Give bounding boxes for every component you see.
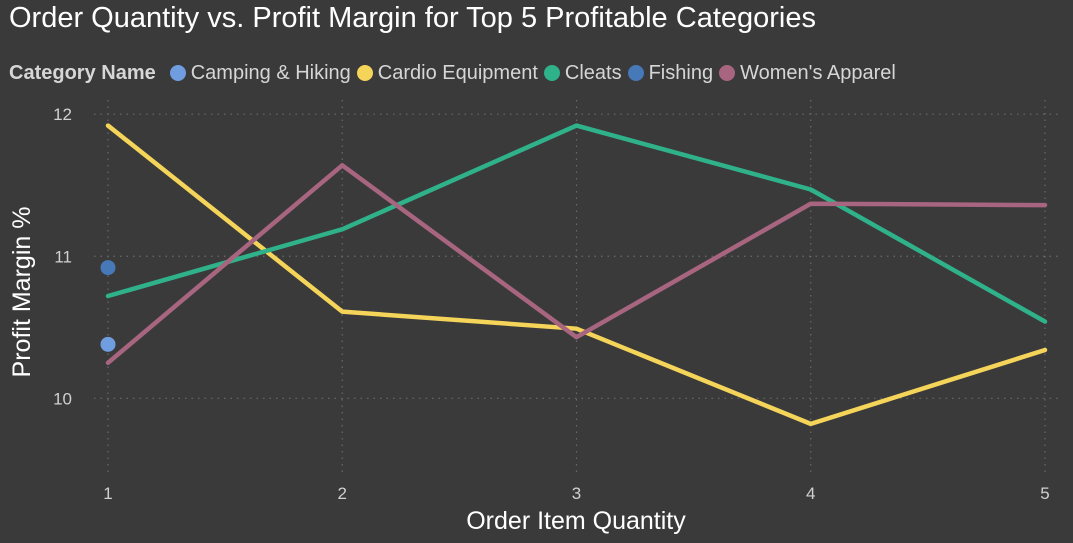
legend-item-fishing[interactable]: Fishing: [627, 61, 714, 85]
legend-marker-cleats: [543, 65, 560, 81]
legend-label-womens-apparel: Women's Apparel: [740, 61, 896, 84]
legend-label-cleats: Cleats: [564, 61, 622, 84]
x-tick-label: 3: [572, 484, 581, 503]
legend-item-camping-hiking[interactable]: Camping & Hiking: [169, 61, 351, 85]
legend-item-cleats[interactable]: Cleats: [543, 61, 622, 85]
legend-marker-womens-apparel: [719, 65, 736, 81]
x-tick-label: 4: [806, 484, 815, 503]
chart-title: Order Quantity vs. Profit Margin for Top…: [9, 2, 816, 34]
legend-marker-camping-hiking: [169, 65, 186, 81]
legend-item-cardio-equipment[interactable]: Cardio Equipment: [356, 61, 538, 85]
y-tick-label: 12: [53, 105, 72, 124]
legend-marker-fishing: [627, 65, 644, 81]
legend: Category Name Camping & Hiking Cardio Eq…: [9, 60, 902, 86]
series-line-cleats[interactable]: [105, 123, 1048, 324]
y-axis-label: Profit Margin %: [8, 207, 36, 378]
legend-marker-cardio-equipment: [356, 65, 373, 81]
series-point-camping-hiking[interactable]: [100, 336, 116, 352]
x-axis-label: Order Item Quantity: [466, 507, 686, 535]
legend-label-camping-hiking: Camping & Hiking: [190, 61, 351, 84]
x-tick-label: 1: [103, 484, 112, 503]
y-tick-label: 11: [54, 247, 72, 266]
series-line-women-s-apparel[interactable]: [105, 163, 1048, 366]
series-line-cardio-equipment[interactable]: [105, 123, 1048, 427]
legend-item-womens-apparel[interactable]: Women's Apparel: [719, 62, 896, 85]
legend-label-fishing: Fishing: [648, 61, 714, 84]
y-tick-label: 10: [53, 389, 72, 408]
series-point-fishing[interactable]: [100, 260, 116, 276]
x-tick-label: 2: [338, 484, 347, 503]
legend-title: Category Name: [9, 61, 156, 84]
legend-label-cardio-equipment: Cardio Equipment: [377, 61, 538, 84]
x-tick-label: 5: [1040, 484, 1049, 503]
